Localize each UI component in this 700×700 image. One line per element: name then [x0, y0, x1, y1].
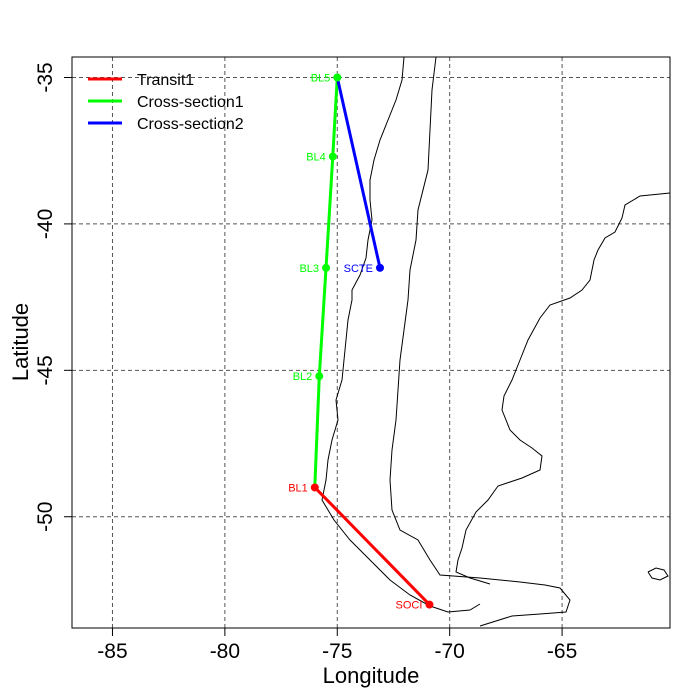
andes-border [389, 56, 481, 579]
plot-area [72, 57, 670, 628]
station-marker-bl4 [328, 152, 337, 161]
y-axis-title: Latitude [8, 303, 33, 381]
station-label-scte: SCTE [344, 263, 373, 275]
y-tick-label: -45 [34, 355, 57, 385]
y-tick-label: -40 [34, 209, 57, 239]
tierra-del-fuego-coast [479, 577, 571, 627]
station-marker-scte [375, 263, 384, 272]
station-marker-soci [425, 600, 434, 609]
plot-frame [71, 56, 671, 629]
falkland-islands [647, 567, 669, 581]
x-tick-label: -75 [322, 640, 352, 663]
x-tick-label: -70 [435, 640, 465, 663]
legend: Transit1 Cross-section1 Cross-section2 [88, 72, 244, 133]
station-label-bl3: BL3 [299, 263, 319, 275]
x-axis: -85 -80 -75 -70 -65 [97, 628, 577, 663]
grid-lines [72, 57, 670, 628]
station-label-soci: SOCI [396, 600, 423, 612]
x-tick-label: -80 [210, 640, 240, 663]
route-transit1 [313, 486, 431, 606]
station-label-bl4: BL4 [306, 152, 326, 164]
station-label-bl2: BL2 [293, 371, 313, 383]
legend-label: Transit1 [137, 72, 194, 89]
x-tick-label: -65 [547, 640, 577, 663]
route-cross-section2 [335, 77, 382, 269]
legend-label: Cross-section2 [137, 116, 244, 133]
legend-label: Cross-section1 [137, 94, 244, 111]
stations: BL5 BL4 BL3 BL2 BL1 SCTE SOCI [288, 72, 434, 612]
pacific-coastline [321, 56, 481, 613]
station-label-bl1: BL1 [288, 482, 308, 494]
atlantic-coastline [455, 192, 671, 585]
station-marker-bl1 [310, 483, 319, 492]
x-axis-title: Longitude [323, 663, 420, 688]
coastline [321, 56, 671, 627]
y-tick-label: -35 [34, 62, 57, 92]
y-axis: -35 -40 -45 -50 [34, 62, 72, 532]
station-label-bl5: BL5 [311, 72, 331, 84]
station-marker-bl3 [322, 263, 331, 272]
x-tick-label: -85 [97, 640, 127, 663]
y-tick-label: -50 [34, 502, 57, 532]
station-marker-bl2 [315, 372, 324, 381]
station-marker-bl5 [333, 73, 342, 82]
